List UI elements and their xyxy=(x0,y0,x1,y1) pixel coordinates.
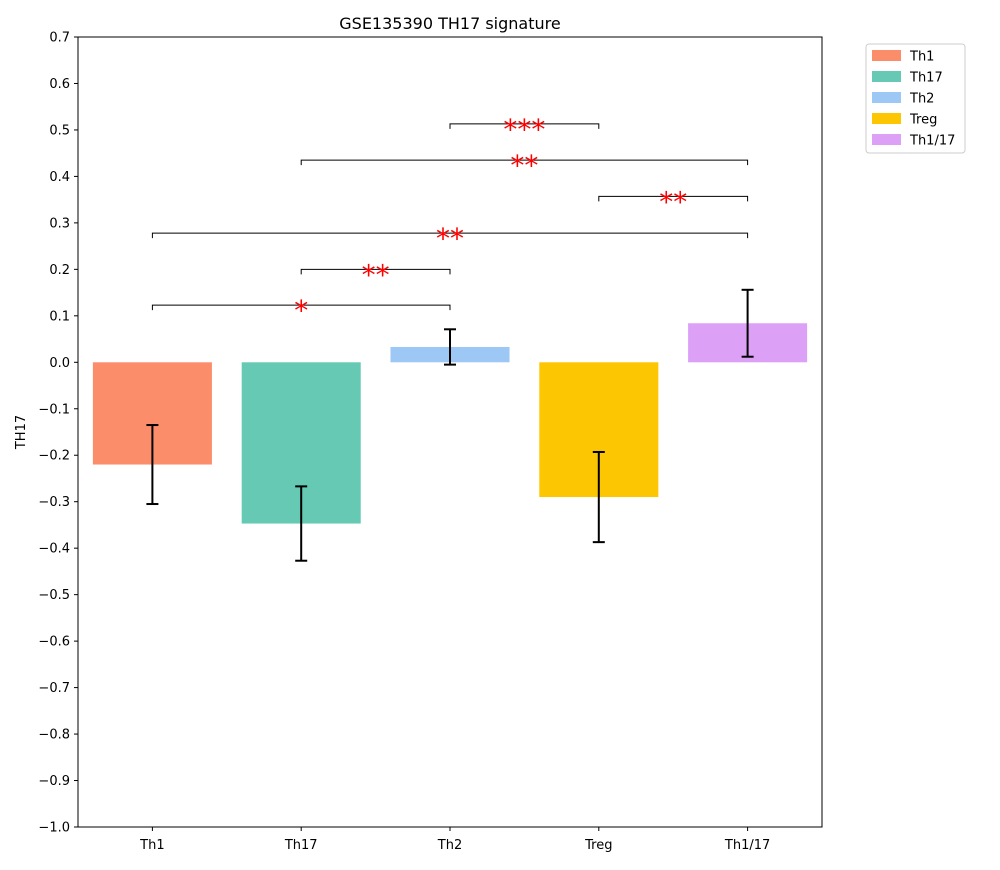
significance-bracket-line xyxy=(598,195,749,202)
y-tick-label: −0.3 xyxy=(38,495,70,510)
legend-item: Th17 xyxy=(872,71,943,86)
y-axis-label: TH17 xyxy=(14,415,29,450)
legend-item: Th2 xyxy=(872,92,934,107)
legend-swatch xyxy=(872,113,901,124)
significance-bracket: ** xyxy=(598,185,749,218)
error-bar-th1 xyxy=(146,424,159,506)
y-tick-label: −0.8 xyxy=(38,728,70,743)
error-bar-th17 xyxy=(295,485,308,562)
significance-bracket-line xyxy=(300,268,451,275)
y-tick-label: 0.1 xyxy=(49,309,70,324)
y-tick-label: 0.0 xyxy=(49,356,70,371)
error-bar-treg xyxy=(592,450,605,544)
significance-bracket-line xyxy=(449,123,600,129)
legend-label: Th2 xyxy=(909,92,934,107)
legend-item: Th1 xyxy=(872,50,934,65)
y-tick-label: 0.5 xyxy=(49,123,70,138)
y-tick-label: −1.0 xyxy=(38,821,70,836)
legend-label: Th17 xyxy=(909,71,943,86)
legend-swatch xyxy=(872,71,901,82)
y-tick-label: 0.4 xyxy=(49,170,70,185)
legend-swatch xyxy=(872,50,901,61)
legend-swatch xyxy=(872,92,901,103)
x-tick-label: Th2 xyxy=(437,838,462,853)
y-tick-label: −0.5 xyxy=(38,588,70,603)
legend-item: Treg xyxy=(872,113,937,128)
x-tick-label: Th1 xyxy=(139,838,164,853)
y-tick-label: 0.6 xyxy=(49,77,70,92)
y-tick-label: −0.9 xyxy=(38,774,70,789)
error-bar-th1-17 xyxy=(741,288,754,358)
legend-swatch xyxy=(872,134,901,145)
legend-label: Th1/17 xyxy=(909,134,955,149)
significance-label: ** xyxy=(362,258,390,291)
y-tick-label: 0.2 xyxy=(49,263,70,278)
significance-label: * xyxy=(294,294,308,327)
y-tick-label: −0.4 xyxy=(38,542,70,557)
y-tick-label: −0.1 xyxy=(38,402,70,417)
significance-label: ** xyxy=(436,222,464,255)
plot-area: ************−1.0−0.9−0.8−0.7−0.6−0.5−0.4… xyxy=(38,31,823,853)
significance-label: *** xyxy=(503,113,545,146)
y-tick-label: −0.7 xyxy=(38,681,70,696)
x-tick-label: Th1/17 xyxy=(724,838,770,853)
significance-bracket-line xyxy=(151,304,451,311)
significance-bracket: ** xyxy=(300,149,749,182)
significance-bracket: * xyxy=(151,294,451,327)
x-tick-label: Treg xyxy=(584,838,612,853)
legend-label: Th1 xyxy=(909,50,934,65)
y-tick-label: 0.3 xyxy=(49,216,70,231)
significance-bracket: ** xyxy=(300,258,451,291)
significance-bracket: *** xyxy=(449,113,600,146)
y-tick-label: 0.7 xyxy=(49,31,70,46)
x-tick-label: Th17 xyxy=(284,838,318,853)
significance-bracket: ** xyxy=(151,222,749,255)
significance-label: ** xyxy=(510,149,538,182)
y-tick-label: −0.2 xyxy=(38,449,70,464)
significance-label: ** xyxy=(659,185,687,218)
chart-title: GSE135390 TH17 signature xyxy=(339,14,560,33)
error-bar-th2 xyxy=(444,328,456,366)
legend: Th1 Th17 Th2 Treg Th1/17 xyxy=(865,43,966,154)
significance-bracket-line xyxy=(300,159,749,166)
significance-bracket-line xyxy=(151,232,749,239)
legend-label: Treg xyxy=(909,113,937,128)
y-tick-label: −0.6 xyxy=(38,635,70,650)
legend-item: Th1/17 xyxy=(872,134,955,149)
